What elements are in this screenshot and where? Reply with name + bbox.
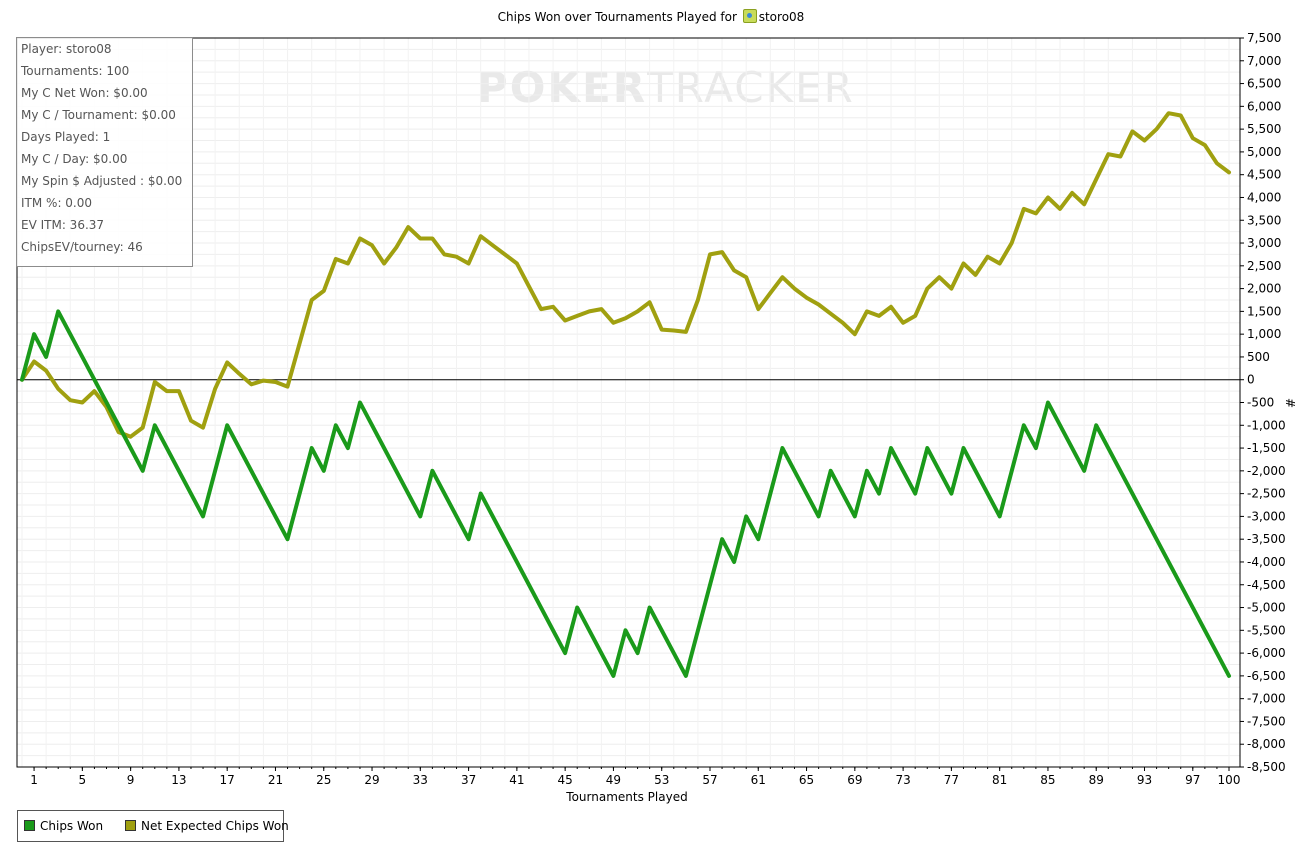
y-tick-label: 4,500 [1247, 168, 1281, 182]
chart-title-player: storo08 [758, 10, 805, 24]
chart-series [20, 111, 1231, 678]
x-tick-label: 29 [364, 773, 379, 787]
x-tick-label: 13 [171, 773, 186, 787]
y-tick-label: -4,000 [1247, 555, 1286, 569]
stat-line: My C / Day: $0.00 [21, 152, 128, 166]
y-tick-label: 1,000 [1247, 327, 1281, 341]
stat-line: ChipsEV/tourney: 46 [21, 240, 143, 254]
legend-item: Net Expected Chips Won [125, 819, 289, 833]
y-tick-label: -3,500 [1247, 532, 1286, 546]
y-tick-label: 3,500 [1247, 213, 1281, 227]
stat-line: Player: storo08 [21, 42, 112, 56]
chart-grid [17, 37, 1240, 768]
y-axis-ticks: 7,500 7,000 6,500 6,000 5,500 5,000 4,500 4,000… [1240, 31, 1286, 774]
x-tick-label: 53 [654, 773, 669, 787]
stat-line: My C Net Won: $0.00 [21, 86, 148, 100]
x-tick-label: 1 [30, 773, 38, 787]
legend-swatch [125, 820, 136, 831]
x-tick-label: 33 [413, 773, 428, 787]
series-line-net-expected-chips-won [20, 111, 1231, 439]
legend-item: Chips Won [24, 819, 103, 833]
x-axis-ticks: 1 5 9 13 17 21 25 29 33 37 41 45 49 53 57 61 65 69 73 77 81 8… [30, 767, 1240, 787]
y-tick-label: 1,500 [1247, 304, 1281, 318]
y-tick-label: -2,500 [1247, 487, 1286, 501]
x-tick-label: 49 [606, 773, 621, 787]
y-tick-label: -1,000 [1247, 418, 1286, 432]
stat-line: Tournaments: 100 [21, 64, 130, 78]
chart-title-prefix: Chips Won over Tournaments Played for [497, 10, 737, 24]
chart-title: Chips Won over Tournaments Played for st… [0, 9, 1302, 24]
y-tick-label: -3,000 [1247, 509, 1286, 523]
y-tick-label: 6,500 [1247, 77, 1281, 91]
series-line-chips-won [20, 309, 1231, 678]
legend-label: Chips Won [40, 819, 104, 833]
x-tick-label: 69 [847, 773, 862, 787]
chart-legend: Chips Won Net Expected Chips Won [17, 810, 289, 842]
y-tick-label: 5,500 [1247, 122, 1281, 136]
x-axis-title: Tournaments Played [566, 790, 688, 804]
y-tick-label: -7,000 [1247, 692, 1286, 706]
x-tick-label: 81 [992, 773, 1007, 787]
x-tick-label: 57 [702, 773, 717, 787]
y-tick-label: 4,000 [1247, 190, 1281, 204]
player-stats-box: Player: storo08 Tournaments: 100 My C Net … [16, 37, 193, 267]
player-icon [742, 9, 757, 23]
x-tick-label: 25 [316, 773, 331, 787]
y-axis-title: # [1283, 397, 1298, 409]
y-tick-label: -8,500 [1247, 760, 1286, 774]
stat-line: My C / Tournament: $0.00 [21, 108, 176, 122]
x-tick-label: 21 [268, 773, 283, 787]
x-tick-label: 41 [509, 773, 524, 787]
x-tick-label: 37 [461, 773, 476, 787]
y-tick-label: -7,500 [1247, 714, 1286, 728]
y-tick-label: -8,000 [1247, 737, 1286, 751]
y-tick-label: 2,500 [1247, 259, 1281, 273]
y-tick-label: 0 [1247, 373, 1255, 387]
y-tick-label: -5,500 [1247, 623, 1286, 637]
y-tick-label: 2,000 [1247, 282, 1281, 296]
y-tick-label: -6,000 [1247, 646, 1286, 660]
y-tick-label: -1,500 [1247, 441, 1286, 455]
x-tick-label: 97 [1185, 773, 1200, 787]
x-tick-label: 93 [1137, 773, 1152, 787]
y-tick-label: 7,000 [1247, 54, 1281, 68]
y-tick-label: -4,500 [1247, 578, 1286, 592]
stat-line: ITM %: 0.00 [21, 196, 93, 210]
x-tick-label: 85 [1040, 773, 1055, 787]
x-tick-label: 73 [895, 773, 910, 787]
legend-swatch [24, 820, 35, 831]
x-tick-label: 61 [751, 773, 766, 787]
y-tick-label: 500 [1247, 350, 1270, 364]
x-tick-label: 45 [558, 773, 573, 787]
y-tick-label: -6,500 [1247, 669, 1286, 683]
x-tick-label: 77 [944, 773, 959, 787]
y-tick-label: 3,000 [1247, 236, 1281, 250]
y-tick-label: -5,000 [1247, 601, 1286, 615]
x-tick-label: 65 [799, 773, 814, 787]
legend-label: Net Expected Chips Won [141, 819, 289, 833]
y-tick-label: 7,500 [1247, 31, 1281, 45]
y-tick-label: 5,000 [1247, 145, 1281, 159]
stat-line: My Spin $ Adjusted : $0.00 [21, 174, 183, 188]
x-tick-label: 89 [1089, 773, 1104, 787]
x-tick-label: 17 [220, 773, 235, 787]
stat-line: Days Played: 1 [21, 130, 111, 144]
y-tick-label: -2,000 [1247, 464, 1286, 478]
stat-line: EV ITM: 36.37 [21, 218, 105, 232]
y-tick-label: 6,000 [1247, 99, 1281, 113]
y-tick-label: -500 [1247, 396, 1274, 410]
x-tick-label: 5 [79, 773, 87, 787]
x-tick-label: 100 [1218, 773, 1241, 787]
x-tick-label: 9 [127, 773, 135, 787]
